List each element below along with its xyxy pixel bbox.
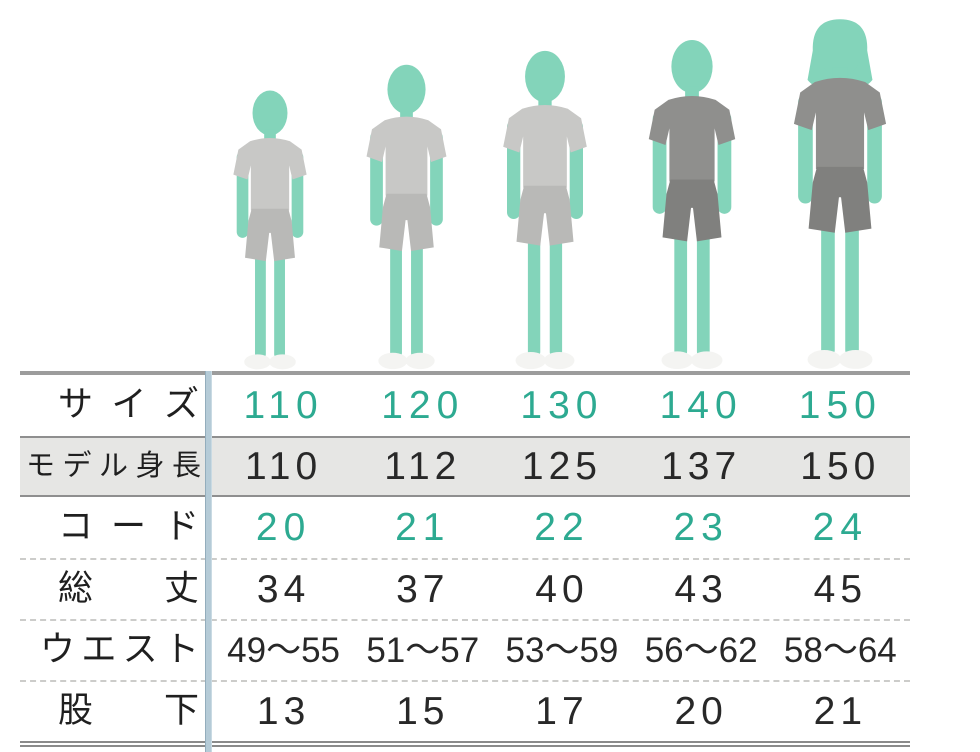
value-cell: 20 <box>674 690 728 733</box>
row-label-model-height: モデル身長 <box>26 450 201 483</box>
value-cell: 20 <box>255 506 312 549</box>
model-figure-130 <box>488 48 602 371</box>
value-cell: 137 <box>661 445 742 488</box>
value-cell: 43 <box>674 568 728 611</box>
row-label-total-length: 総丈 <box>58 569 199 609</box>
value-cell: 15 <box>396 690 450 733</box>
row-label-code: コード <box>58 507 199 547</box>
model-figure-150 <box>777 15 903 371</box>
value-cell: 49〜55 <box>227 631 341 670</box>
value-cell: 110 <box>243 384 324 427</box>
model-figure-140 <box>633 37 751 371</box>
model-figure-120 <box>352 62 461 371</box>
value-cell: 56〜62 <box>644 631 758 670</box>
value-cell: 23 <box>673 506 729 549</box>
value-cell: 150 <box>800 445 881 488</box>
value-cell: 34 <box>256 568 311 611</box>
value-cell: 13 <box>256 690 311 733</box>
row-label-inseam: 股下 <box>58 691 199 731</box>
value-cell: 150 <box>798 384 882 427</box>
row-inseam: 股下 13 15 17 20 21 <box>20 680 910 741</box>
row-label-size: サイズ <box>58 385 199 425</box>
value-cell: 22 <box>534 506 590 549</box>
value-cell: 110 <box>245 445 323 488</box>
value-cell: 37 <box>396 568 450 611</box>
size-table: サイズ 110 120 130 140 150 モデル身長 110 112 12… <box>20 371 910 747</box>
value-cell: 125 <box>521 445 602 488</box>
value-cell: 24 <box>812 506 869 549</box>
row-waist: ウエスト 49〜55 51〜57 53〜59 56〜62 58〜64 <box>20 619 910 680</box>
value-cell: 58〜64 <box>783 631 897 670</box>
value-cell: 120 <box>381 384 465 427</box>
row-label-waist: ウエスト <box>40 630 199 670</box>
value-cell: 17 <box>535 690 589 733</box>
value-cell: 140 <box>659 384 743 427</box>
row-size: サイズ 110 120 130 140 150 <box>20 375 910 436</box>
table-separator-line <box>205 371 212 752</box>
value-cell: 40 <box>535 568 589 611</box>
model-figure-row <box>0 0 980 371</box>
value-cell: 21 <box>395 506 451 549</box>
value-cell: 45 <box>813 568 868 611</box>
row-code: コード 20 21 22 23 24 <box>20 497 910 558</box>
value-cell: 51〜57 <box>366 631 480 670</box>
row-model-height: モデル身長 110 112 125 137 150 <box>20 436 910 497</box>
value-cell: 21 <box>813 690 868 733</box>
value-cell: 130 <box>520 384 604 427</box>
row-total-length: 総丈 34 37 40 43 45 <box>20 558 910 619</box>
model-figure-110 <box>220 88 320 371</box>
value-cell: 53〜59 <box>505 631 619 670</box>
value-cell: 112 <box>384 445 462 488</box>
